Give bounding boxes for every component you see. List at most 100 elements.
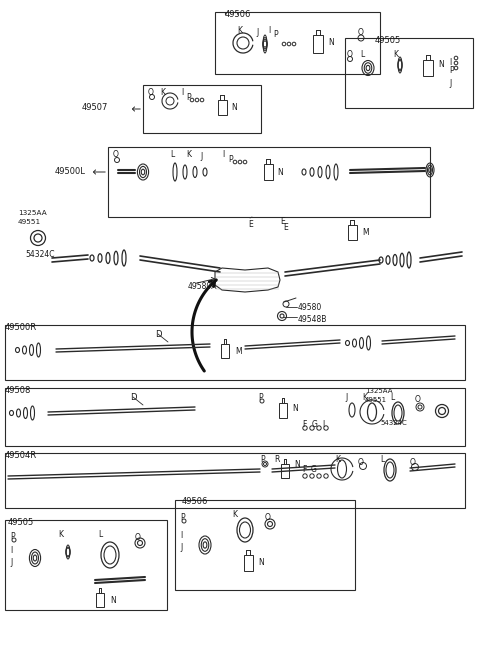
Text: N: N	[110, 596, 116, 605]
Text: J: J	[200, 152, 202, 161]
Text: N: N	[231, 103, 237, 112]
Bar	[281, 464, 289, 478]
Text: K: K	[232, 510, 237, 519]
Text: N: N	[277, 168, 283, 177]
Text: I: I	[222, 150, 224, 159]
Bar	[96, 593, 104, 607]
Text: 49551: 49551	[18, 219, 41, 225]
Text: J: J	[345, 393, 347, 402]
Bar	[5, 388, 465, 446]
Text: K: K	[335, 455, 340, 464]
Text: 49500R: 49500R	[5, 323, 37, 332]
Text: P: P	[258, 393, 263, 402]
Text: P: P	[186, 93, 191, 102]
Text: K: K	[58, 530, 63, 539]
Text: 54324C: 54324C	[25, 250, 55, 259]
Text: N: N	[292, 404, 298, 413]
Text: O: O	[358, 28, 364, 37]
Text: 49504R: 49504R	[5, 451, 37, 460]
Bar	[313, 35, 323, 53]
Text: D: D	[130, 393, 136, 402]
Text: P: P	[449, 66, 454, 75]
Text: 49505: 49505	[8, 518, 34, 527]
Text: F: F	[302, 420, 306, 429]
Text: I: I	[180, 531, 182, 540]
Bar	[5, 520, 167, 610]
Bar	[264, 164, 273, 180]
Bar	[221, 344, 229, 358]
Text: L: L	[170, 150, 174, 159]
Text: J: J	[180, 543, 182, 552]
Text: 49580A: 49580A	[188, 282, 217, 291]
Bar	[143, 85, 261, 133]
Text: O: O	[135, 533, 141, 542]
Bar	[215, 12, 380, 74]
Bar	[5, 325, 465, 380]
Text: P: P	[10, 532, 14, 541]
Text: L: L	[380, 455, 384, 464]
Text: P: P	[228, 155, 233, 164]
Text: L: L	[98, 530, 102, 539]
Text: N: N	[294, 460, 300, 469]
Text: N: N	[438, 60, 444, 69]
Text: 49507: 49507	[82, 103, 108, 112]
Text: K: K	[186, 150, 191, 159]
Text: K: K	[393, 50, 398, 59]
Text: I: I	[268, 26, 270, 35]
Text: 1325AA: 1325AA	[365, 388, 393, 394]
Text: 49506: 49506	[225, 10, 252, 19]
Text: 1325AA: 1325AA	[18, 210, 47, 216]
Bar	[175, 500, 355, 590]
Text: I: I	[322, 420, 324, 429]
Text: M: M	[235, 347, 241, 356]
Text: K: K	[160, 88, 165, 97]
Text: I: I	[449, 58, 451, 67]
Text: P: P	[273, 30, 277, 39]
Text: J: J	[10, 558, 12, 567]
Text: E: E	[248, 220, 253, 229]
Text: 49506: 49506	[182, 497, 208, 506]
Bar	[108, 147, 430, 217]
Text: R: R	[274, 455, 279, 464]
Text: 54324C: 54324C	[380, 420, 407, 426]
Text: J: J	[256, 28, 258, 37]
Text: E: E	[280, 217, 285, 226]
Text: O: O	[415, 395, 421, 404]
Text: J: J	[449, 79, 451, 88]
Text: I: I	[181, 88, 183, 97]
Text: 49505: 49505	[375, 36, 401, 45]
Text: O: O	[113, 150, 119, 159]
Bar	[345, 38, 473, 108]
Text: 49551: 49551	[365, 397, 387, 403]
Text: O: O	[410, 458, 416, 467]
Text: N: N	[258, 558, 264, 567]
Text: L: L	[360, 50, 364, 59]
Text: O: O	[265, 513, 271, 522]
Text: F: F	[302, 465, 306, 474]
Text: 49508: 49508	[5, 386, 31, 395]
Text: I: I	[10, 546, 12, 555]
Text: E: E	[283, 223, 288, 232]
Bar	[348, 224, 357, 240]
Text: K: K	[362, 393, 367, 402]
Text: K: K	[237, 26, 242, 35]
Bar	[217, 100, 227, 114]
Bar	[243, 555, 252, 571]
Text: P: P	[260, 455, 264, 464]
Text: M: M	[362, 228, 369, 237]
Text: O: O	[148, 88, 154, 97]
Text: N: N	[328, 38, 334, 47]
Text: 49580: 49580	[298, 303, 322, 312]
Bar	[423, 60, 433, 76]
Bar	[5, 453, 465, 508]
Text: 49548B: 49548B	[298, 315, 327, 324]
Text: 49500L: 49500L	[55, 167, 86, 176]
Text: G: G	[312, 420, 318, 429]
Text: G: G	[311, 465, 317, 474]
Text: D: D	[155, 330, 161, 339]
Text: L: L	[390, 393, 394, 402]
Bar	[279, 403, 287, 418]
Text: O: O	[358, 458, 364, 467]
Text: P: P	[180, 513, 185, 522]
Text: O: O	[347, 50, 353, 59]
